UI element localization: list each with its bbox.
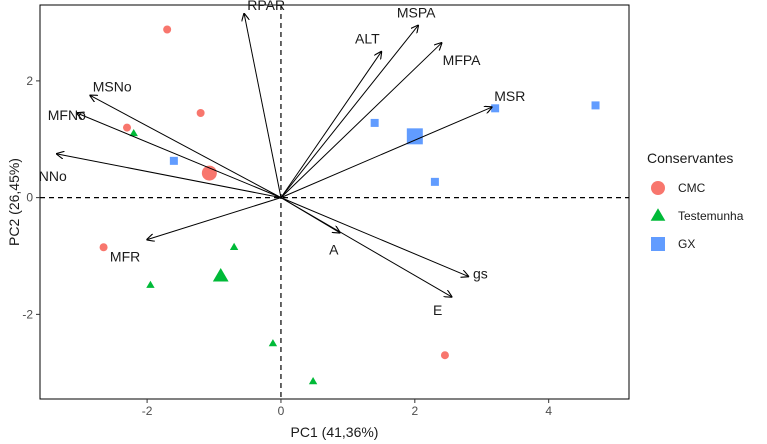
point-testemunha bbox=[129, 128, 138, 137]
point-testemunha bbox=[268, 339, 278, 347]
point-testemunha bbox=[146, 280, 155, 288]
loading-label-msno: MSNo bbox=[93, 78, 132, 94]
point-testemunha bbox=[308, 377, 318, 385]
point-cmc bbox=[99, 243, 108, 252]
point-gx bbox=[169, 156, 178, 165]
loading-arrow-e bbox=[280, 197, 452, 297]
x-axis-title: PC1 (41,36%) bbox=[291, 424, 379, 440]
loading-arrow-nno bbox=[57, 154, 282, 199]
y-tick-label: -2 bbox=[22, 307, 33, 321]
loading-label-mfpa: MFPA bbox=[443, 52, 482, 68]
loading-label-alt: ALT bbox=[355, 31, 380, 47]
point-gx bbox=[370, 118, 379, 127]
point-testemunha bbox=[229, 242, 239, 250]
loading-arrow-rpar bbox=[244, 14, 282, 198]
x-tick-label: 2 bbox=[411, 404, 418, 418]
point-cmc bbox=[123, 123, 132, 132]
loading-arrow-msr bbox=[280, 107, 492, 199]
loading-label-mfr: MFR bbox=[110, 249, 140, 265]
x-tick-label: 4 bbox=[545, 404, 552, 418]
loading-arrow-mfno bbox=[77, 113, 282, 199]
centroid-testemunha bbox=[212, 268, 229, 282]
loading-label-mspa: MSPA bbox=[397, 4, 436, 20]
x-tick-label: 0 bbox=[278, 404, 285, 418]
point-gx bbox=[430, 177, 439, 186]
point-gx bbox=[591, 101, 600, 110]
loading-arrow-mspa bbox=[280, 25, 418, 198]
legend-label-gx: GX bbox=[678, 237, 695, 251]
legend-key-testemunha bbox=[650, 208, 666, 221]
loading-arrow-alt bbox=[280, 52, 381, 198]
loading-label-msr: MSR bbox=[494, 88, 525, 104]
y-tick-label: 0 bbox=[26, 191, 33, 205]
point-cmc bbox=[196, 108, 205, 117]
y-tick-label: 2 bbox=[26, 74, 33, 88]
loading-arrow-gs bbox=[280, 197, 468, 277]
loading-label-rpar: RPAR bbox=[247, 0, 285, 13]
legend: Conservantes CMC Testemunha GX bbox=[647, 150, 744, 251]
loading-arrow-msno bbox=[90, 95, 282, 199]
legend-title: Conservantes bbox=[647, 150, 733, 166]
loading-label-e: E bbox=[433, 302, 442, 318]
y-axis-title: PC2 (26,45%) bbox=[6, 158, 22, 246]
point-cmc bbox=[440, 351, 449, 360]
legend-label-cmc: CMC bbox=[678, 181, 706, 195]
x-tick-label: -2 bbox=[142, 404, 153, 418]
loading-label-gs: gs bbox=[473, 265, 488, 281]
point-cmc bbox=[163, 25, 172, 34]
loading-label-nno: NNo bbox=[39, 168, 67, 184]
legend-label-testemunha: Testemunha bbox=[678, 209, 744, 223]
centroid-gx bbox=[406, 128, 423, 145]
legend-key-cmc bbox=[651, 181, 665, 195]
loading-label-a: A bbox=[329, 242, 339, 258]
plot-panel bbox=[39, 4, 630, 400]
legend-key-gx bbox=[651, 237, 665, 251]
reference-lines bbox=[40, 5, 629, 399]
loading-label-mfno: MFNo bbox=[48, 107, 86, 123]
axis-ticks: -2 0 2 4 -2 0 2 bbox=[22, 74, 552, 418]
loading-arrow-mfr bbox=[147, 197, 282, 240]
loading-arrow-mfpa bbox=[280, 43, 442, 198]
point-gx bbox=[491, 104, 500, 113]
loading-vectors: RPAR MSPA ALT MFPA MSR MSNo MFNo NNo MFR Ags E bbox=[39, 0, 526, 318]
